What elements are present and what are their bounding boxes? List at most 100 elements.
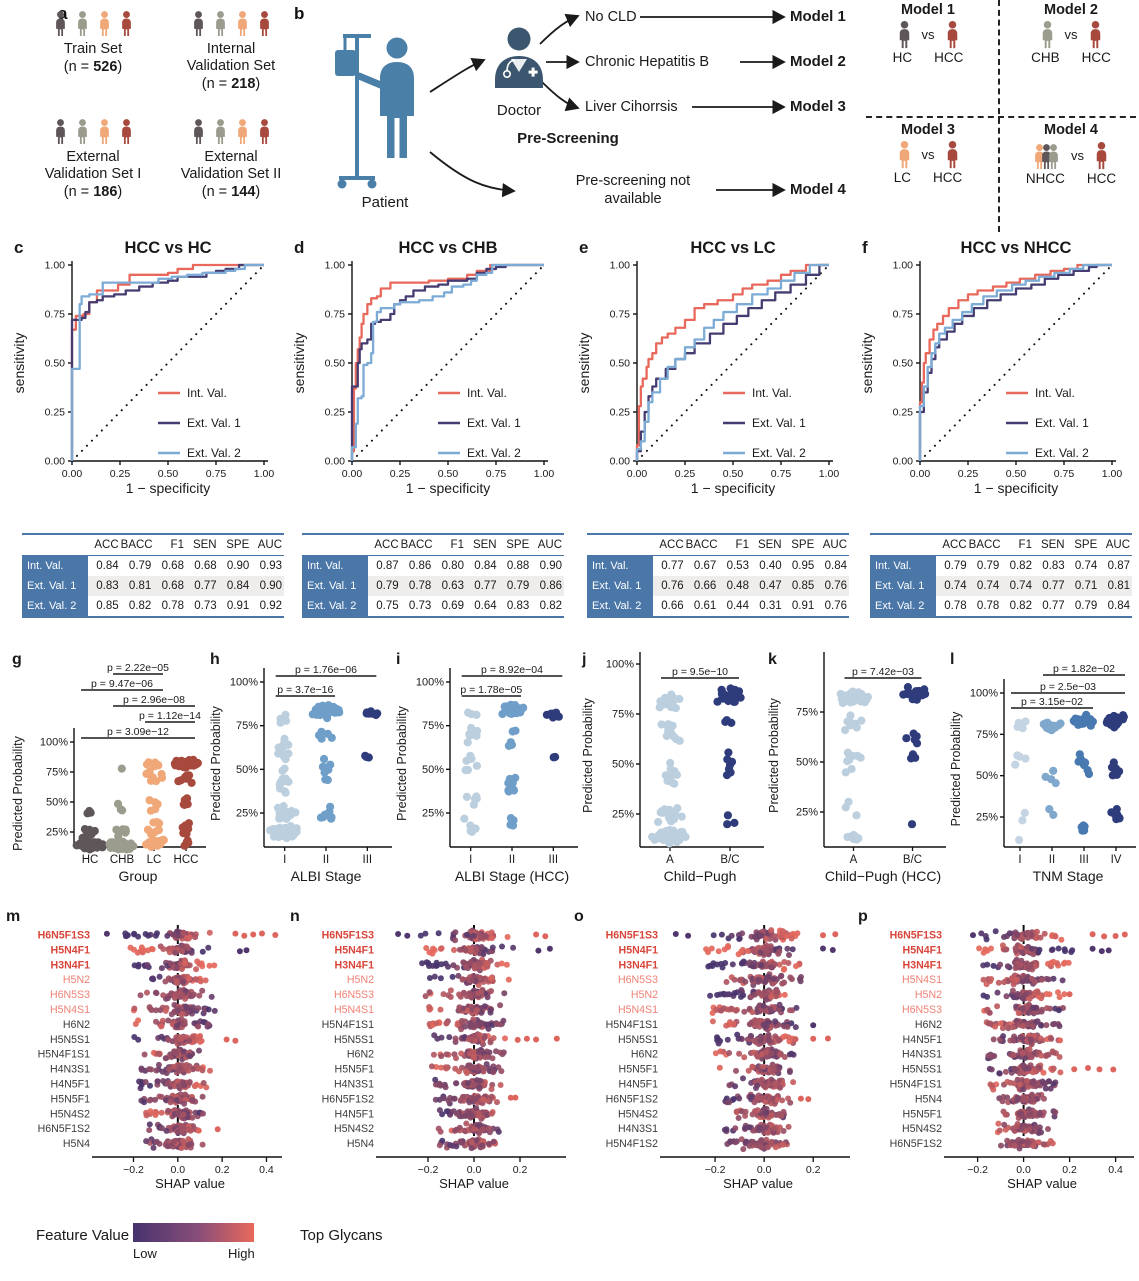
svg-text:0.00: 0.00 <box>627 468 648 480</box>
shap-row-dots <box>426 1002 504 1017</box>
svg-text:Ext. Val. 1: Ext. Val. 1 <box>187 416 241 430</box>
metric-col-header: AUC <box>251 534 284 556</box>
beeswarm-group-CHB <box>105 764 138 854</box>
svg-text:0.75: 0.75 <box>206 468 227 480</box>
roc-curve-Ext. Val. 2 <box>70 263 264 461</box>
doctor-icon <box>495 27 543 88</box>
shap-row-dots <box>723 971 804 988</box>
metric-value: 0.69 <box>441 600 464 612</box>
person-icon <box>237 119 247 145</box>
svg-text:H5N2: H5N2 <box>63 974 90 986</box>
shap-row-dots <box>132 1016 213 1031</box>
shap-row-dots <box>423 943 553 958</box>
model-cell-1: Model 1 vs HC HCC <box>863 2 993 65</box>
svg-text:25%: 25% <box>236 808 258 820</box>
shap-row-dots <box>998 1136 1056 1152</box>
metrics-table-f: ACC BACC F1 SEN SPE AUC Int. Val. 0.79 0.79 0.82 0… <box>870 533 1132 618</box>
svg-text:0.00: 0.00 <box>325 456 346 468</box>
beeswarm-group-A <box>836 687 872 844</box>
svg-text:II: II <box>509 854 515 866</box>
cohort-name: External <box>204 149 258 165</box>
svg-text:25%: 25% <box>612 809 634 821</box>
model-4-label: Model 4 <box>790 181 846 198</box>
roc-panel-d: d HCC vs CHB 0.00 0.00 0.25 0.25 0.50 0.50 0.75 0… <box>290 235 572 650</box>
model-2-label: Model 2 <box>790 53 846 70</box>
metric-value: 0.74 <box>936 576 969 596</box>
svg-text:p = 1.78e−05: p = 1.78e−05 <box>460 684 522 696</box>
metrics-table-d: ACC BACC F1 SEN SPE AUC Int. Val. 0.87 0.86 0.80 0… <box>302 533 564 618</box>
roc-chart-c: c HCC vs HC 0.000.00 0.25 0.25 0.50 0.50 0.75 0.… <box>11 238 274 496</box>
svg-text:0.25: 0.25 <box>325 407 346 419</box>
metric-value: 0.85 <box>783 576 817 596</box>
svg-text:H5N5S1: H5N5S1 <box>50 1034 90 1046</box>
person-icon <box>215 11 225 37</box>
beeswarm-group-LC <box>142 758 168 851</box>
metric-value: 0.73 <box>194 600 217 612</box>
metric-value: 0.82 <box>1009 560 1032 572</box>
person-icon <box>1042 144 1051 170</box>
person-icon <box>259 119 269 145</box>
svg-text:0.75: 0.75 <box>771 468 792 480</box>
metrics-row: Int. Val. 0.84 0.79 0.68 0.68 0.90 0.93 <box>22 555 284 576</box>
person-icon <box>99 11 109 37</box>
svg-text:H5N2: H5N2 <box>631 989 658 1001</box>
shap-row-dots <box>996 1091 1047 1106</box>
svg-text:III: III <box>363 854 373 866</box>
metric-value: 0.78 <box>400 576 434 596</box>
patient-label: Patient <box>361 194 409 211</box>
svg-text:Predicted Probability: Predicted Probability <box>767 697 781 812</box>
svg-text:0.00: 0.00 <box>45 456 66 468</box>
metric-value: 0.86 <box>531 576 564 596</box>
metrics-row-label: Int. Val. <box>22 555 88 576</box>
model-left-group: CHB <box>1031 50 1060 65</box>
person-icon <box>1042 21 1052 49</box>
condition-chb: Chronic Hepatitis B <box>585 54 710 70</box>
metrics-row: Ext. Val. 1 0.79 0.78 0.63 0.77 0.79 0.86 <box>302 576 564 596</box>
svg-text:H5N4F1: H5N4F1 <box>903 944 943 956</box>
svg-text:0.75: 0.75 <box>486 468 507 480</box>
svg-text:H5N5S1: H5N5S1 <box>902 1064 942 1076</box>
svg-text:H6N5S3: H6N5S3 <box>334 989 374 1001</box>
svg-text:0.2: 0.2 <box>215 1164 230 1176</box>
svg-text:Ext. Val. 1: Ext. Val. 1 <box>467 416 521 430</box>
svg-text:j: j <box>581 651 586 668</box>
model-group-labels: LC HCC <box>863 170 993 185</box>
svg-text:Predicted Probability: Predicted Probability <box>11 735 25 850</box>
feature-value-colorbar <box>133 1223 254 1242</box>
nhcc-person-cluster <box>1030 140 1064 170</box>
svg-text:Ext. Val. 1: Ext. Val. 1 <box>752 416 806 430</box>
person-icon <box>215 119 225 145</box>
svg-text:B/C: B/C <box>720 854 739 866</box>
roc-chart-f: f HCC vs NHCC 0.000.00 0.25 0.25 0.50 0.50 0.75… <box>859 238 1122 496</box>
svg-text:0.0: 0.0 <box>757 1164 772 1176</box>
svg-text:HCC vs CHB: HCC vs CHB <box>398 239 497 257</box>
colorbar-high-label: High <box>228 1246 255 1261</box>
metric-value: 0.66 <box>661 600 684 612</box>
svg-text:1.00: 1.00 <box>610 260 631 272</box>
svg-text:0.50: 0.50 <box>893 358 914 370</box>
svg-text:H6N5F1S3: H6N5F1S3 <box>38 930 91 942</box>
doctor-label: Doctor <box>496 102 542 119</box>
svg-text:25%: 25% <box>796 807 818 819</box>
model-3-label: Model 3 <box>790 98 846 115</box>
vs-label: vs <box>1064 27 1078 42</box>
svg-text:50%: 50% <box>796 757 818 769</box>
person-icon <box>121 119 131 145</box>
shap-row-dots <box>726 1075 797 1091</box>
svg-text:p = 2.22e−05: p = 2.22e−05 <box>107 662 169 674</box>
metric-col-header: SEN <box>1033 534 1067 556</box>
model-vs-row: vs <box>1006 140 1136 170</box>
metric-col-header: F1 <box>1001 534 1034 556</box>
person-icon <box>899 21 909 49</box>
shap-row-dots <box>707 986 788 1003</box>
model-cell-2: Model 2 vs CHB HCC <box>1006 2 1136 65</box>
beeswarm-group-III <box>1069 710 1097 835</box>
metrics-row: Ext. Val. 2 0.85 0.82 0.78 0.73 0.91 0.92 <box>22 596 284 617</box>
shap-row: m H6N5F1S3 H5N4F1 H3N4F1 H5N2 H6N5S3 H5N4S1 H6N… <box>0 905 1139 1190</box>
beeswarm-group-I <box>266 710 301 843</box>
svg-text:0.25: 0.25 <box>675 468 696 480</box>
model-left-group: HC <box>892 50 913 65</box>
metric-col-header: SPE <box>1066 534 1100 556</box>
svg-text:sensitivity: sensitivity <box>576 333 592 394</box>
beeswarm-group-A <box>648 690 690 848</box>
